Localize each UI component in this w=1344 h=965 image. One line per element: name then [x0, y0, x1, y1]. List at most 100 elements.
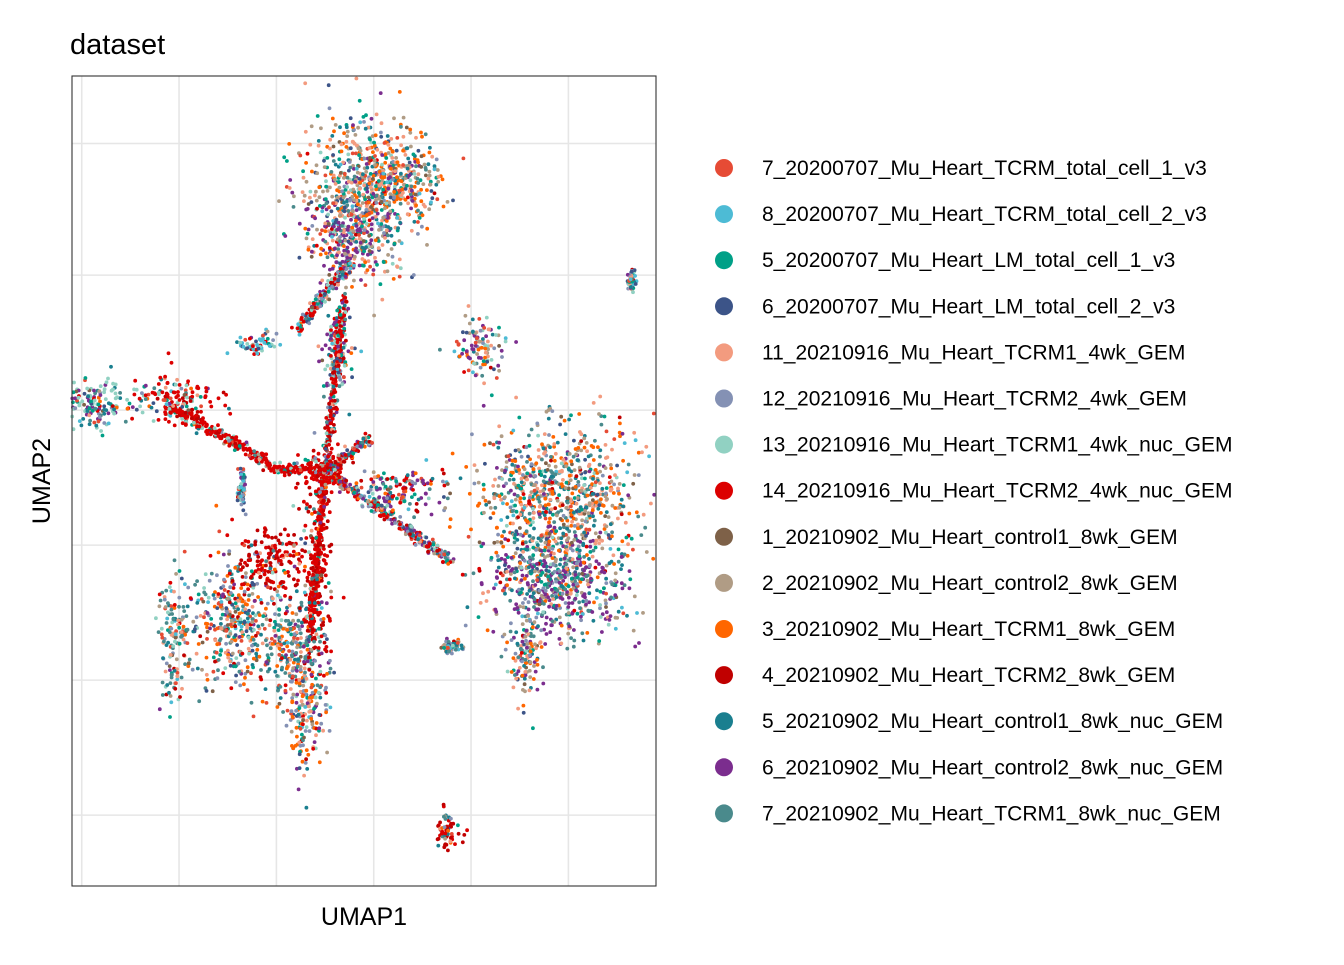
scatter-point [80, 399, 84, 403]
scatter-point [383, 236, 387, 240]
scatter-point [593, 519, 597, 523]
scatter-point [540, 645, 544, 649]
scatter-point [323, 368, 327, 372]
scatter-point [289, 541, 293, 545]
scatter-point [548, 445, 552, 449]
scatter-point [188, 658, 192, 662]
scatter-point [541, 665, 545, 669]
scatter-point [270, 652, 274, 656]
scatter-point [169, 397, 173, 401]
scatter-point [481, 341, 485, 345]
scatter-point [570, 612, 574, 616]
scatter-point [258, 613, 262, 617]
scatter-point [612, 437, 616, 441]
scatter-point [191, 668, 195, 672]
scatter-point [438, 348, 442, 352]
scatter-point [530, 462, 534, 466]
scatter-point [544, 517, 548, 521]
scatter-point [234, 610, 238, 614]
scatter-point [379, 222, 383, 226]
scatter-point [229, 686, 233, 690]
scatter-point [468, 492, 472, 496]
scatter-point [520, 587, 524, 591]
scatter-point [244, 447, 248, 451]
scatter-point [196, 410, 200, 414]
scatter-point [580, 631, 584, 635]
scatter-point [318, 204, 322, 208]
scatter-point [345, 140, 349, 144]
scatter-point [536, 624, 540, 628]
scatter-point [267, 570, 271, 574]
scatter-point [326, 426, 330, 430]
scatter-point [538, 470, 542, 474]
scatter-point [315, 574, 319, 578]
scatter-point [246, 583, 250, 587]
scatter-point [126, 407, 130, 411]
scatter-point [390, 247, 394, 251]
scatter-point [375, 208, 379, 212]
scatter-point [537, 448, 541, 452]
scatter-point [182, 653, 186, 657]
scatter-point [526, 583, 530, 587]
scatter-point [609, 547, 613, 551]
scatter-point [591, 477, 595, 481]
scatter-point [275, 674, 279, 678]
scatter-point [607, 515, 611, 519]
scatter-point [533, 620, 537, 624]
scatter-point [637, 641, 641, 645]
scatter-point [481, 496, 485, 500]
scatter-point [495, 576, 499, 580]
scatter-point [309, 567, 313, 571]
scatter-point [525, 592, 529, 596]
scatter-point [294, 709, 298, 713]
scatter-point [161, 656, 165, 660]
scatter-point [386, 134, 390, 138]
scatter-point [345, 134, 349, 138]
scatter-point [377, 495, 381, 499]
scatter-point [303, 705, 307, 709]
scatter-point [371, 492, 375, 496]
scatter-point [309, 493, 313, 497]
scatter-point [252, 628, 256, 632]
scatter-point [427, 162, 431, 166]
scatter-point [189, 596, 193, 600]
scatter-point [299, 727, 303, 731]
scatter-point [505, 460, 509, 464]
scatter-point [456, 823, 460, 827]
scatter-point [481, 337, 485, 341]
scatter-point [182, 625, 186, 629]
scatter-point [362, 120, 366, 124]
scatter-point [324, 251, 328, 255]
scatter-point [317, 726, 321, 730]
scatter-point [637, 473, 641, 477]
scatter-point [505, 641, 509, 645]
scatter-point [381, 172, 385, 176]
scatter-point [293, 658, 297, 662]
scatter-point [256, 529, 260, 533]
scatter-point [374, 188, 378, 192]
scatter-point [202, 586, 206, 590]
scatter-point [617, 492, 621, 496]
scatter-point [185, 614, 189, 618]
scatter-point [551, 619, 555, 623]
scatter-point [346, 307, 350, 311]
scatter-point [523, 467, 527, 471]
scatter-point [238, 612, 242, 616]
scatter-point [221, 671, 225, 675]
scatter-point [500, 557, 504, 561]
scatter-point [195, 615, 199, 619]
scatter-point [309, 717, 313, 721]
scatter-point [488, 441, 492, 445]
scatter-point [305, 677, 309, 681]
scatter-point [314, 733, 318, 737]
scatter-point [419, 199, 423, 203]
scatter-point [481, 591, 485, 595]
scatter-point [259, 633, 263, 637]
scatter-point [331, 267, 335, 271]
scatter-point [569, 500, 573, 504]
scatter-point [495, 569, 499, 573]
scatter-point [610, 448, 614, 452]
scatter-point [322, 395, 326, 399]
scatter-point [256, 555, 260, 559]
scatter-point [201, 600, 205, 604]
